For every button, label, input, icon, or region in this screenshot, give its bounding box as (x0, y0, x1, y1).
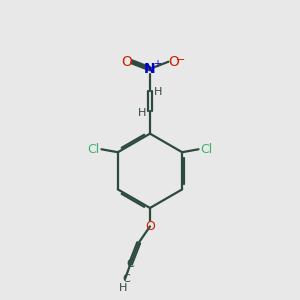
Text: Cl: Cl (201, 143, 213, 156)
Text: O: O (121, 55, 132, 69)
Text: H: H (137, 108, 146, 118)
Text: C: C (122, 274, 130, 284)
Text: C: C (127, 259, 135, 269)
Text: Cl: Cl (87, 143, 99, 156)
Text: O: O (145, 220, 155, 233)
Text: H: H (154, 87, 163, 97)
Text: +: + (152, 59, 160, 69)
Text: −: − (176, 55, 186, 65)
Text: H: H (119, 283, 128, 293)
Text: N: N (144, 62, 156, 76)
Text: O: O (168, 55, 179, 69)
